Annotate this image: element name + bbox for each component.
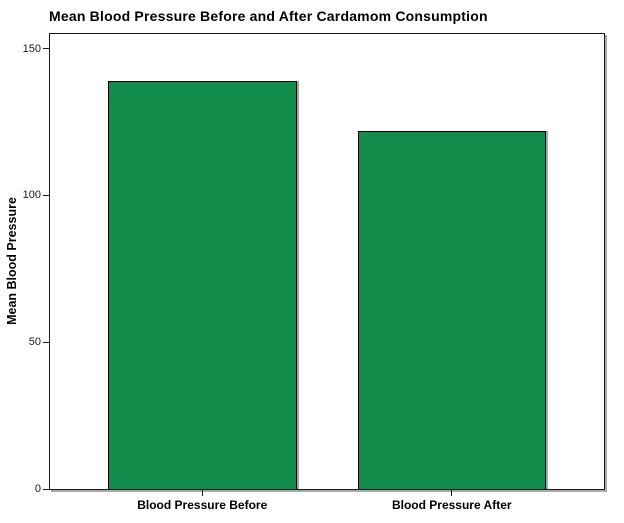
y-axis-title: Mean Blood Pressure bbox=[5, 197, 19, 325]
bar-1 bbox=[108, 80, 297, 489]
y-axis-tick bbox=[43, 341, 49, 343]
y-axis-tick bbox=[43, 48, 49, 50]
y-axis-tick-label: 0 bbox=[34, 483, 41, 495]
plot-area bbox=[49, 33, 605, 490]
y-axis-tick bbox=[43, 488, 49, 490]
bar-2 bbox=[357, 130, 546, 489]
y-axis-tick-label: 150 bbox=[22, 42, 41, 55]
x-axis-tick bbox=[201, 490, 203, 496]
chart-title: Mean Blood Pressure Before and After Car… bbox=[49, 8, 488, 24]
y-axis-tick bbox=[43, 194, 49, 196]
y-axis-tick-label: 50 bbox=[28, 336, 41, 349]
x-category-label: Blood Pressure Before bbox=[137, 498, 268, 512]
x-category-label: Blood Pressure After bbox=[391, 498, 512, 512]
y-axis-tick-label: 100 bbox=[22, 189, 41, 202]
x-axis-tick bbox=[451, 490, 453, 496]
